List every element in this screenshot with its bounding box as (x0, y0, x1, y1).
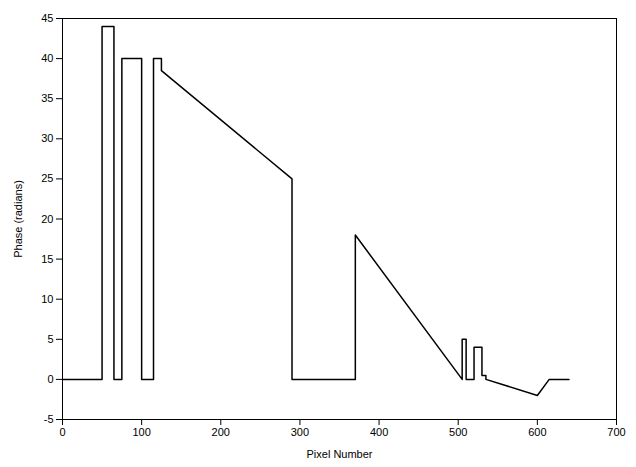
svg-text:10: 10 (41, 293, 53, 305)
svg-text:40: 40 (41, 52, 53, 64)
svg-text:5: 5 (47, 333, 53, 345)
svg-text:20: 20 (41, 213, 53, 225)
svg-text:-5: -5 (44, 413, 54, 425)
svg-text:100: 100 (132, 426, 150, 438)
svg-text:15: 15 (41, 253, 53, 265)
svg-text:30: 30 (41, 132, 53, 144)
svg-text:400: 400 (370, 426, 388, 438)
svg-text:300: 300 (291, 426, 309, 438)
svg-text:Phase (radians): Phase (radians) (12, 180, 24, 258)
svg-text:45: 45 (41, 12, 53, 24)
svg-text:0: 0 (59, 426, 65, 438)
svg-text:600: 600 (528, 426, 546, 438)
svg-text:700: 700 (607, 426, 625, 438)
svg-text:500: 500 (449, 426, 467, 438)
svg-text:35: 35 (41, 92, 53, 104)
svg-text:25: 25 (41, 172, 53, 184)
svg-text:0: 0 (47, 373, 53, 385)
svg-text:Pixel Number: Pixel Number (306, 448, 372, 460)
svg-text:200: 200 (212, 426, 230, 438)
